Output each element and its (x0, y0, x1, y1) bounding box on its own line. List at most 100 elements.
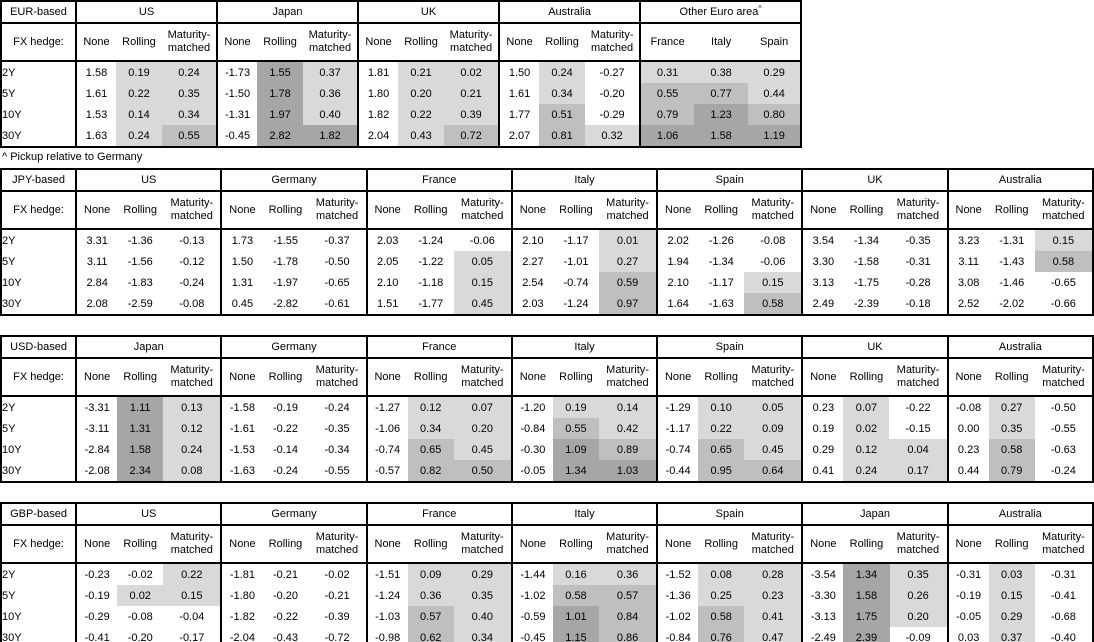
hedge-type-header: Maturity-matched (453, 191, 512, 230)
data-cell: 1.77 (498, 104, 540, 125)
country-header: Spain (656, 503, 803, 526)
data-cell: -1.83 (127, 276, 153, 289)
hedge-type-header: Rolling (843, 191, 890, 230)
data-cell: -2.59 (127, 297, 153, 310)
data-cell: 0.09 (744, 418, 803, 439)
data-cell: -1.17 (563, 234, 589, 247)
data-cell: -2.49 (801, 627, 844, 642)
hedge-type-header: None (946, 358, 989, 397)
hedge-type-header: None (946, 191, 989, 230)
hedge-type-header: None (365, 525, 408, 564)
data-cell: 0.40 (453, 606, 512, 627)
data-cell: -3.13 (801, 606, 844, 627)
data-cell: 0.29 (988, 606, 1035, 627)
data-cell: -0.08 (760, 234, 786, 247)
data-cell: 2.34 (117, 460, 164, 482)
data-cell: 0.58 (698, 606, 745, 627)
data-cell: -0.45 (216, 125, 258, 147)
data-cell: 0.29 (801, 439, 844, 460)
hedge-type-header: Maturity-matched (744, 525, 803, 564)
hedge-type-header: None (220, 525, 263, 564)
data-cell: 0.35 (889, 563, 948, 585)
hedge-type-header: Rolling (698, 358, 745, 397)
hedge-type-header: None (75, 358, 118, 397)
data-cell: -0.35 (324, 422, 350, 435)
hedge-type-header: Rolling (539, 23, 586, 62)
data-cell: 3.11 (75, 251, 118, 272)
data-cell: -1.46 (999, 276, 1025, 289)
data-cell: 0.72 (444, 125, 500, 147)
data-cell: 0.41 (801, 460, 844, 482)
data-cell: 0.34 (453, 627, 512, 642)
data-cell: 0.03 (988, 563, 1035, 585)
data-cell: -0.20 (272, 589, 299, 602)
data-cell: -0.37 (324, 234, 350, 247)
data-cell: -0.09 (905, 631, 931, 642)
data-cell: -0.29 (75, 606, 118, 627)
data-cell: -1.06 (365, 418, 408, 439)
data-cell: -1.24 (563, 297, 589, 310)
data-cell: 1.97 (257, 104, 304, 125)
data-cell: 1.31 (117, 418, 164, 439)
data-cell: -1.58 (853, 255, 879, 268)
data-cell: -1.31 (999, 234, 1025, 247)
data-cell: 0.44 (946, 460, 989, 482)
data-cell: 0.08 (698, 563, 745, 585)
data-cell: 1.80 (357, 83, 399, 104)
gbp-based-table: GBP-based US Germany France Italy Spain Japan A… (0, 502, 1094, 642)
data-cell: 0.62 (407, 627, 454, 642)
data-cell: -0.22 (272, 422, 299, 435)
data-cell: -1.29 (656, 396, 699, 418)
data-cell: -0.55 (324, 464, 350, 477)
hedge-type-header: Maturity-matched (1034, 191, 1093, 230)
data-cell: 0.47 (744, 627, 803, 642)
data-cell: 1.55 (257, 61, 304, 83)
maturity-row-label: 5Y (2, 87, 16, 100)
data-cell: 0.22 (398, 104, 445, 125)
data-cell: -0.55 (1050, 422, 1076, 435)
data-cell: 1.50 (498, 61, 540, 83)
hedge-type-header: Rolling (117, 191, 164, 230)
data-cell: 0.02 (843, 418, 890, 439)
base-label: GBP-based (1, 503, 77, 526)
country-header: Spain (656, 336, 803, 359)
country-header: France (365, 336, 512, 359)
data-cell: 0.95 (698, 460, 745, 482)
hedge-type-header: None (220, 358, 263, 397)
data-cell: 0.25 (698, 585, 745, 606)
data-cell: -0.05 (510, 460, 553, 482)
footnote: ^ Pickup relative to Germany (2, 151, 143, 163)
data-cell: 0.36 (599, 563, 658, 585)
data-cell: -0.14 (272, 443, 299, 456)
fx-hedge-label: FX hedge: (1, 525, 77, 564)
data-cell: -1.31 (216, 104, 258, 125)
data-cell: -0.21 (324, 589, 350, 602)
data-cell: 0.12 (407, 396, 454, 418)
data-cell: -1.77 (418, 297, 444, 310)
hedge-type-header: Spain (748, 23, 802, 62)
data-cell: 1.11 (117, 396, 164, 418)
data-cell: 0.21 (398, 61, 445, 83)
data-cell: 0.27 (988, 396, 1035, 418)
data-cell: -1.80 (220, 585, 263, 606)
data-cell: 3.23 (946, 229, 989, 251)
data-cell: -1.34 (853, 234, 879, 247)
hedge-type-header: Rolling (552, 191, 600, 230)
hedge-type-header: Maturity-matched (585, 23, 641, 62)
maturity-row-label: 30Y (2, 129, 22, 142)
hedge-type-header: Maturity-matched (162, 23, 218, 62)
data-cell: -0.84 (656, 627, 699, 642)
data-cell: -0.29 (599, 108, 625, 121)
data-cell: 0.38 (694, 61, 749, 83)
data-cell: -0.08 (946, 396, 989, 418)
maturity-row-label: 2Y (2, 234, 16, 247)
data-cell: -1.55 (272, 234, 299, 247)
data-cell: 2.07 (498, 125, 540, 147)
data-cell: -0.31 (905, 255, 931, 268)
maturity-row-label: 2Y (2, 568, 16, 581)
data-cell: 0.58 (744, 293, 803, 315)
data-cell: -0.24 (1050, 464, 1076, 477)
data-cell: 0.31 (639, 61, 695, 83)
hedge-type-header: Maturity-matched (308, 191, 367, 230)
country-header: Australia (946, 503, 1093, 526)
